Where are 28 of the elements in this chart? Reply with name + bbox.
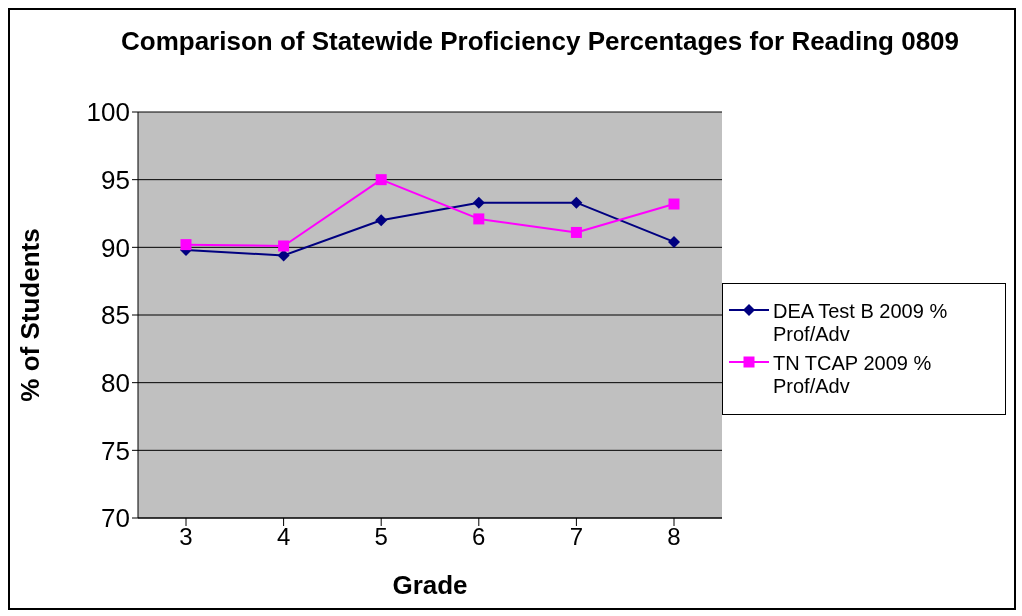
point: [278, 240, 290, 252]
point: [375, 214, 388, 227]
y-tick-label: 70: [101, 503, 130, 534]
y-tick-label: 75: [101, 435, 130, 466]
point: [180, 239, 192, 251]
point: [472, 196, 485, 209]
x-tick-label: 8: [667, 523, 681, 551]
point: [473, 213, 485, 225]
point: [375, 174, 387, 186]
y-tick-label: 80: [101, 367, 130, 398]
point: [668, 198, 680, 210]
point: [570, 196, 583, 209]
point: [668, 235, 680, 248]
legend-label: TN TCAP 2009 % Prof/Adv: [773, 352, 933, 398]
x-tick-label: 6: [472, 523, 486, 551]
y-tick-label: 90: [101, 232, 130, 263]
y-tick-label: 85: [101, 300, 130, 331]
x-tick-label: 7: [569, 523, 584, 551]
x-tick-label: 3: [179, 523, 193, 551]
y-tick-label: 95: [101, 164, 130, 195]
y-tick-label: 100: [86, 97, 130, 128]
x-tick-label: 4: [276, 523, 291, 551]
point: [570, 226, 582, 238]
legend-label: DEA Test B 2009 % Prof/Adv: [773, 300, 949, 346]
chart-title: Comparison of Statewide Proficiency Percentages for Reading 0809: [120, 25, 960, 58]
y-axis-title: % of Students: [15, 228, 46, 402]
x-axis-title: Grade: [392, 570, 468, 600]
x-tick-label: 5: [374, 523, 388, 551]
